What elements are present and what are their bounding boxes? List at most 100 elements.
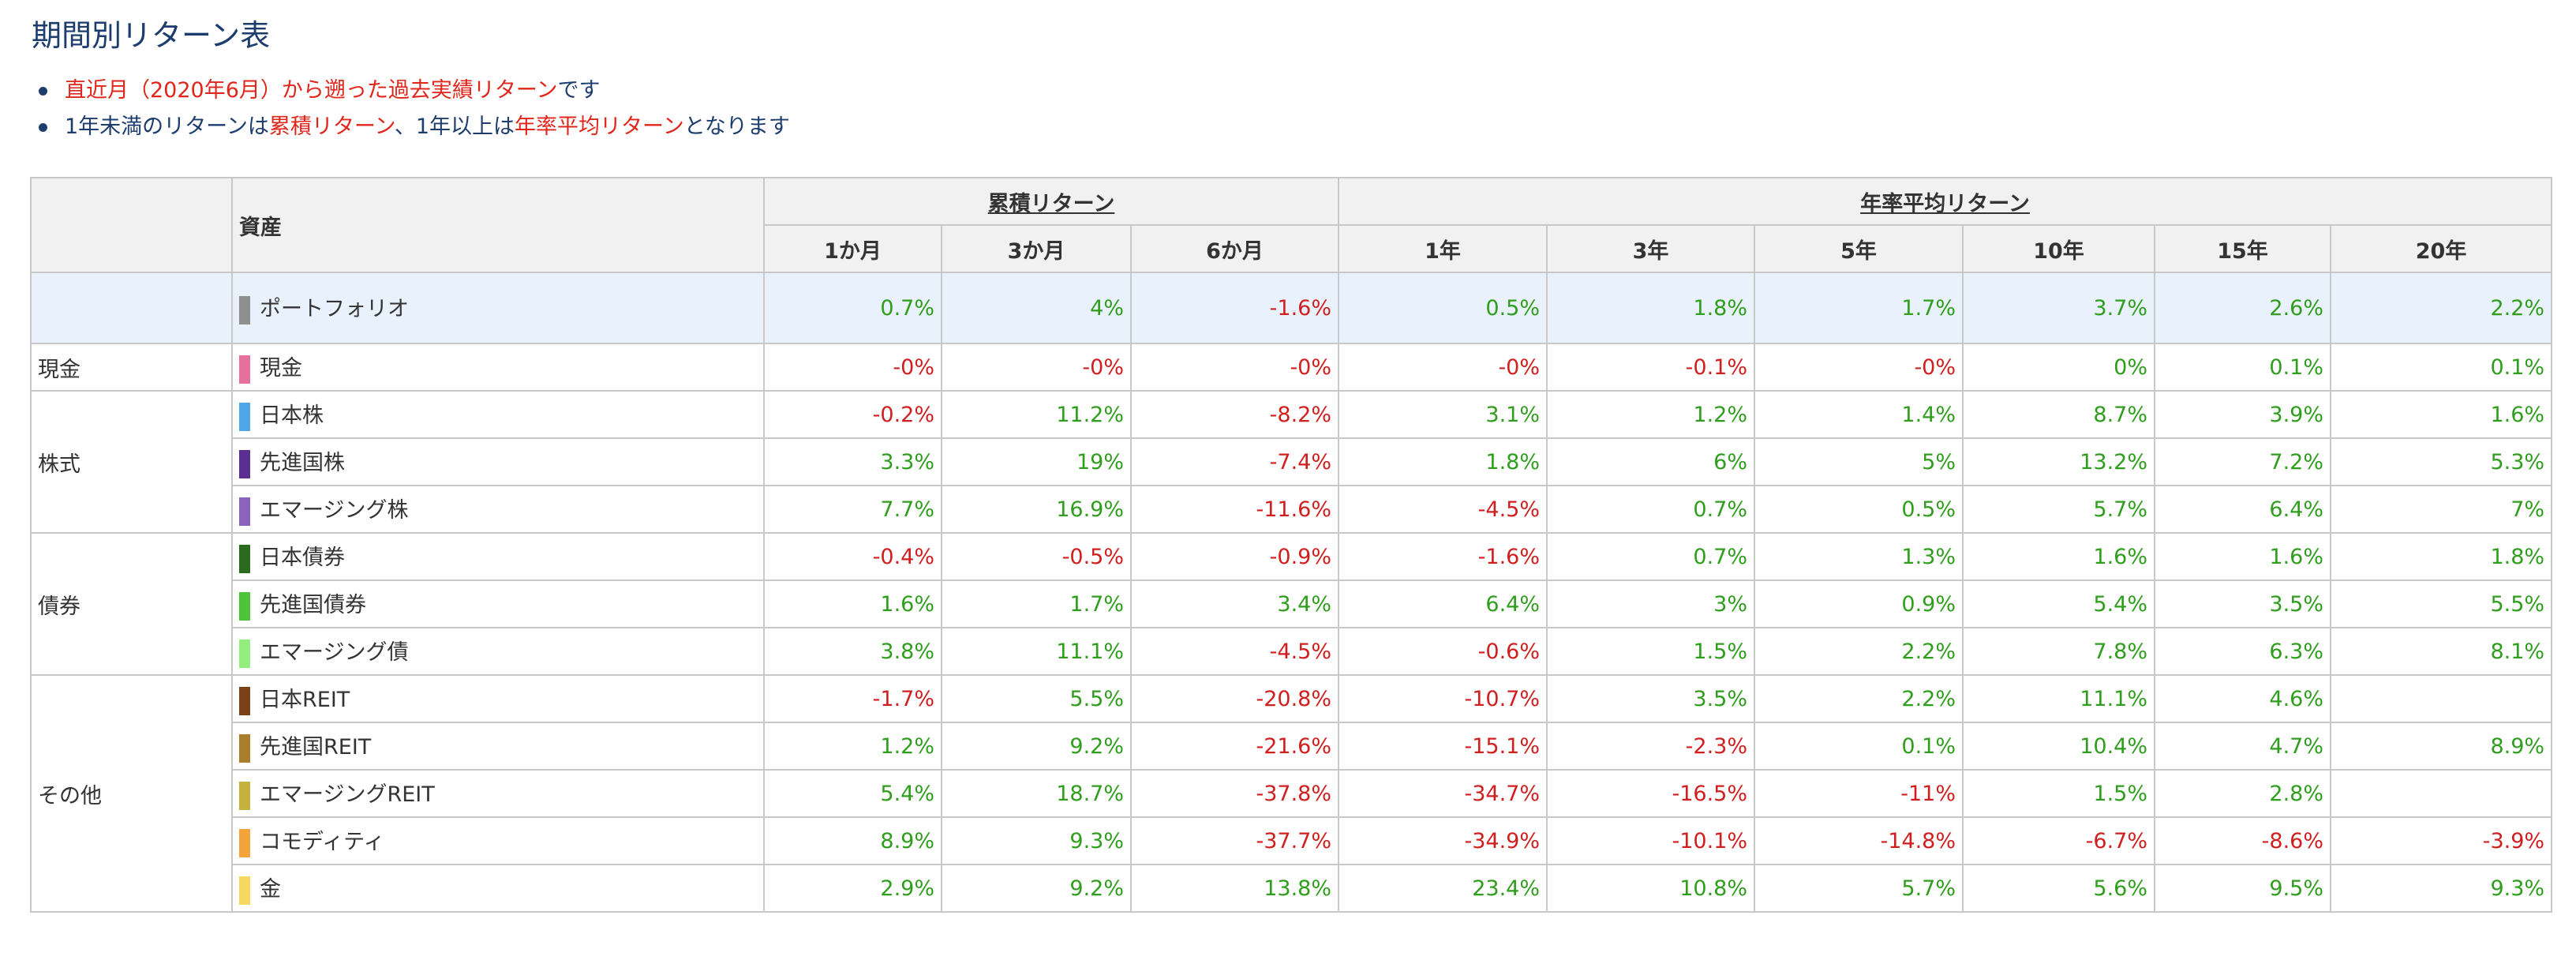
- table-body: ポートフォリオ 0.7% 4% -1.6% 0.5% 1.8% 1.7% 3.7% 2.6% 2.…: [30, 272, 2553, 913]
- asset-name: エマージング株: [260, 498, 409, 523]
- period-header: 5年: [1754, 224, 1964, 273]
- asset-name-cell[interactable]: 現金: [231, 343, 765, 392]
- color-swatch-icon: [239, 402, 250, 431]
- annual-return-header[interactable]: 年率平均リターン: [1338, 177, 2553, 226]
- color-swatch-icon: [239, 544, 250, 573]
- header-corner: [30, 177, 233, 273]
- asset-name-cell[interactable]: 先進国債券: [231, 580, 765, 628]
- table-row: 金 2.9% 9.2% 13.8% 23.4% 10.8% 5.7% 5.6% 9.5% 9.3%: [31, 864, 2553, 913]
- return-value: -20.8%: [1129, 674, 1340, 723]
- return-value: -0.9%: [1129, 532, 1340, 581]
- note-item: 1年未満のリターンは累積リターン、1年以上は年率平均リターンとなります: [32, 109, 790, 145]
- return-value: -6.7%: [1962, 816, 2156, 865]
- color-swatch-icon: [239, 639, 250, 668]
- asset-name: 先進国REIT: [260, 735, 372, 760]
- table-row: 先進国債券 1.6% 1.7% 3.4% 6.4% 3% 0.9% 5.4% 3.5% 5.5%: [31, 580, 2553, 628]
- table-row: 現金 現金 -0% -0% -0% -0% -0.1% -0% 0% 0.1% 0.1%: [30, 343, 2553, 392]
- return-value: 5.7%: [1962, 485, 2156, 534]
- asset-name-cell[interactable]: エマージング債: [231, 627, 765, 676]
- table-row: 先進国株 3.3% 19% -7.4% 1.8% 6% 5% 13.2% 7.2% 5.3%: [31, 437, 2553, 486]
- return-value: 6.4%: [2154, 485, 2332, 534]
- return-value: 11.1%: [1962, 674, 2156, 723]
- return-value: 2.2%: [1754, 627, 1964, 676]
- category-cell: 現金: [30, 343, 233, 392]
- color-swatch-icon: [239, 876, 250, 905]
- return-value: 9.5%: [2154, 864, 2332, 913]
- return-value: -0.1%: [1546, 343, 1756, 392]
- table-row: 先進国REIT 1.2% 9.2% -21.6% -15.1% -2.3% 0.1% 10.4…: [31, 722, 2553, 771]
- return-value: 0.5%: [1338, 272, 1548, 344]
- return-value: 5.6%: [1962, 864, 2156, 913]
- return-value: 13.2%: [1962, 437, 2156, 486]
- cumulative-return-header[interactable]: 累積リターン: [762, 177, 1340, 226]
- asset-name-cell[interactable]: 日本債券: [231, 532, 765, 581]
- return-value: 2.8%: [2154, 769, 2332, 818]
- period-header: 3年: [1546, 224, 1756, 273]
- return-value: 0%: [1962, 343, 2156, 392]
- note-text-highlight: 直近月（2020年6月）から遡った過去実績リターン: [65, 78, 558, 103]
- return-value: -14.8%: [1754, 816, 1964, 865]
- note-text-highlight: 累積リターン: [268, 114, 395, 139]
- table-row: 債券 日本債券 -0.4% -0.5% -0.9% -1.6% 0.7% 1.3% 1.6% 1.…: [30, 532, 2553, 676]
- note-text: 、1年以上は: [394, 114, 515, 139]
- note-text: 1年未満のリターンは: [65, 114, 269, 139]
- asset-name: 金: [260, 877, 281, 902]
- return-value: 6.3%: [2154, 627, 2332, 676]
- return-value: -1.6%: [1129, 272, 1340, 344]
- return-value: 6%: [1546, 437, 1756, 486]
- color-swatch-icon: [239, 781, 250, 810]
- return-value: 1.6%: [763, 580, 942, 628]
- return-value: -15.1%: [1338, 722, 1548, 771]
- table-row: 株式 日本株 -0.2% 11.2% -8.2% 3.1% 1.2% 1.4% 8.7% 3.9%…: [30, 390, 2553, 534]
- asset-name: 日本債券: [260, 546, 345, 571]
- return-value: 3.1%: [1338, 390, 1548, 439]
- asset-name-cell[interactable]: エマージング株: [231, 485, 765, 534]
- period-header: 3か月: [941, 224, 1132, 273]
- return-value: 0.9%: [1754, 580, 1964, 628]
- return-value: 3.9%: [2154, 390, 2332, 439]
- portfolio-row: ポートフォリオ 0.7% 4% -1.6% 0.5% 1.8% 1.7% 3.7% 2.6% 2.…: [30, 272, 2553, 344]
- return-value: 8.7%: [1962, 390, 2156, 439]
- asset-name-cell[interactable]: 日本株: [231, 390, 765, 439]
- return-value: 5.5%: [941, 674, 1132, 723]
- return-value: 1.3%: [1754, 532, 1964, 581]
- return-value: -21.6%: [1129, 722, 1340, 771]
- return-value: -0%: [941, 343, 1132, 392]
- asset-name-cell[interactable]: 先進国REIT: [231, 722, 765, 771]
- return-value: 4.7%: [2154, 722, 2332, 771]
- return-value: 0.7%: [1546, 485, 1756, 534]
- asset-name-cell[interactable]: 先進国株: [231, 437, 765, 486]
- return-value: -34.9%: [1338, 816, 1548, 865]
- return-value: 1.7%: [941, 580, 1132, 628]
- color-swatch-icon: [239, 686, 250, 715]
- return-value: 1.6%: [2330, 390, 2553, 439]
- return-value: 3.8%: [763, 627, 942, 676]
- category-cell: [30, 272, 233, 344]
- return-value: 1.2%: [763, 722, 942, 771]
- return-value: 7.8%: [1962, 627, 2156, 676]
- return-value: 2.6%: [2154, 272, 2332, 344]
- asset-name-cell[interactable]: 日本REIT: [231, 674, 765, 723]
- asset-name-cell[interactable]: エマージングREIT: [231, 769, 765, 818]
- asset-name-cell[interactable]: 金: [231, 864, 765, 913]
- return-value: -0%: [1754, 343, 1964, 392]
- period-header: 15年: [2154, 224, 2332, 273]
- return-value: 10.4%: [1962, 722, 2156, 771]
- return-value: -7.4%: [1129, 437, 1340, 486]
- page-title: 期間別リターン表: [32, 18, 271, 53]
- return-value: -0.2%: [763, 390, 942, 439]
- return-value: 7.2%: [2154, 437, 2332, 486]
- return-value: 11.2%: [941, 390, 1132, 439]
- return-value: 0.1%: [1754, 722, 1964, 771]
- return-value: -3.9%: [2330, 816, 2553, 865]
- asset-name-cell[interactable]: コモディティ: [231, 816, 765, 865]
- asset-name: 日本REIT: [260, 688, 350, 713]
- return-value: 3.4%: [1129, 580, 1340, 628]
- return-value: 2.2%: [1754, 674, 1964, 723]
- return-value: 1.8%: [1546, 272, 1756, 344]
- color-swatch-icon: [239, 449, 250, 478]
- return-value: -11.6%: [1129, 485, 1340, 534]
- return-value: 11.1%: [941, 627, 1132, 676]
- returns-table: 資産 累積リターン 年率平均リターン 1か月 3か月 6か月 1年 3年 5年 …: [30, 177, 2553, 913]
- asset-name-cell[interactable]: ポートフォリオ: [231, 272, 765, 344]
